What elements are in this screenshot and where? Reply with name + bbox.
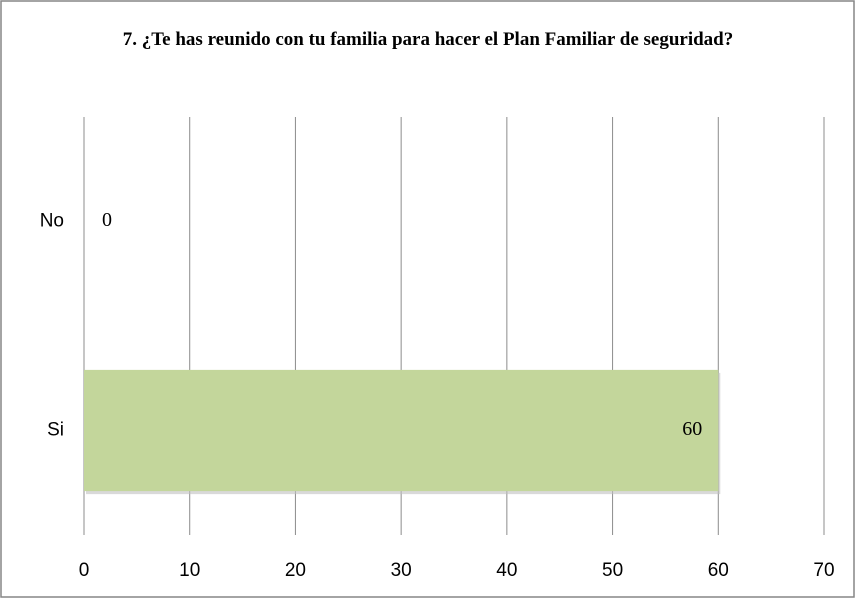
bar	[84, 369, 719, 492]
x-tick-label: 0	[79, 560, 90, 581]
x-tick-label: 60	[708, 560, 729, 581]
x-tick-label: 70	[813, 560, 834, 581]
y-tick-label: No	[40, 211, 64, 232]
x-tick-label: 50	[602, 560, 623, 581]
x-tick-label: 30	[391, 560, 412, 581]
x-tick-label: 10	[179, 560, 200, 581]
y-tick-label: Si	[47, 420, 64, 441]
chart-title: 7. ¿Te has reunido con tu familia para h…	[122, 29, 734, 50]
data-label: 60	[682, 418, 702, 440]
x-tick-label: 20	[285, 560, 306, 581]
x-tick-label: 40	[496, 560, 517, 581]
data-label: 0	[102, 209, 112, 231]
